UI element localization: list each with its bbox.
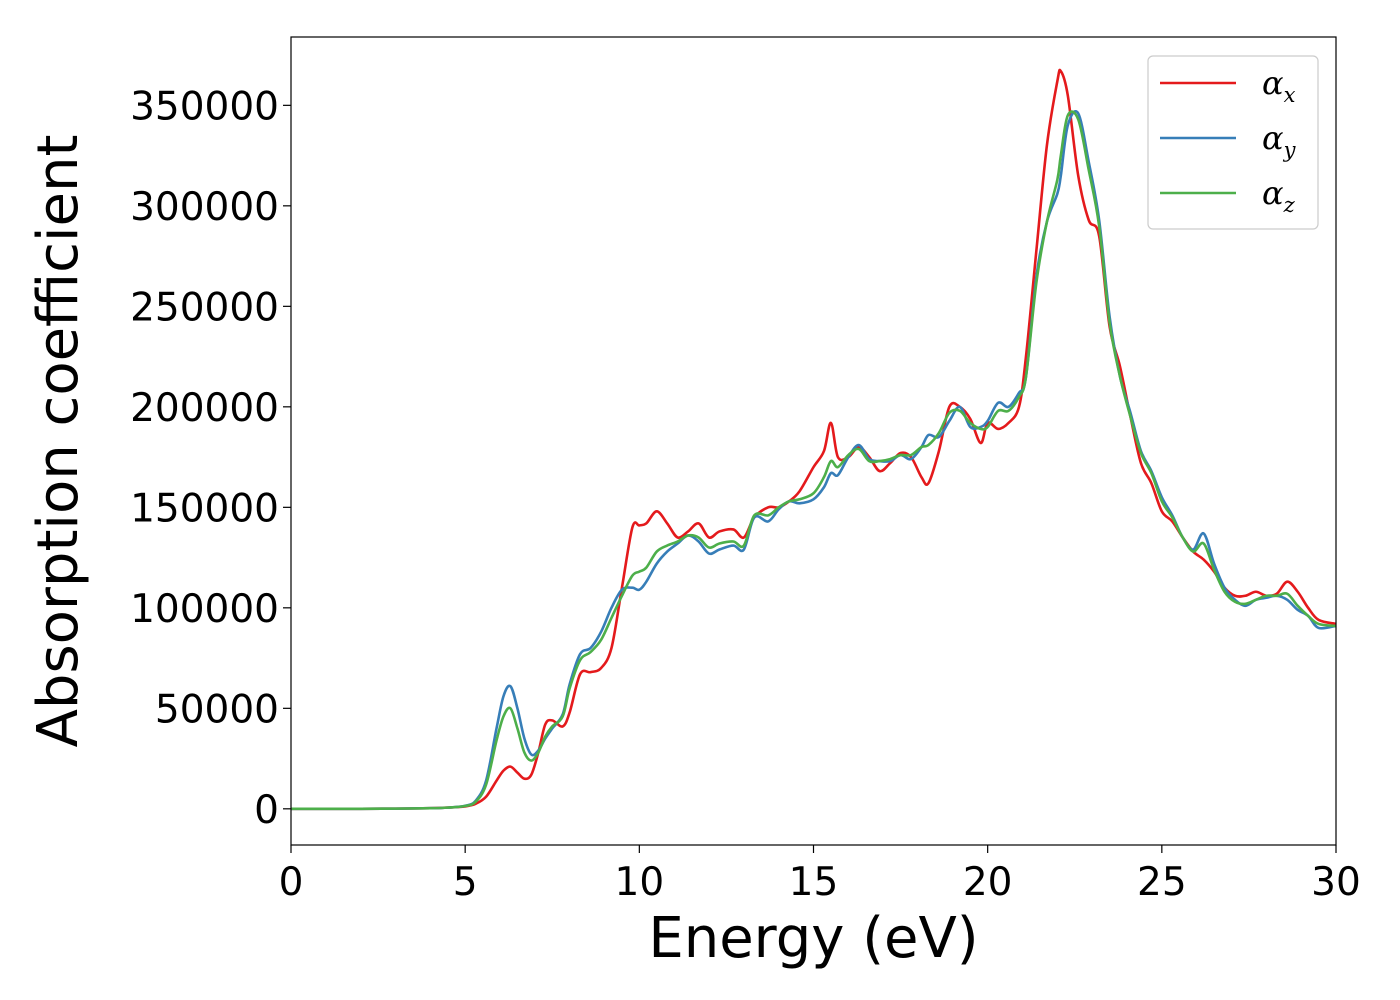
series-line-z (291, 110, 1337, 811)
y-axis-title: Absorption coefficient (26, 135, 91, 748)
legend-box (1147, 55, 1319, 230)
x-tick-label: 15 (789, 860, 839, 905)
x-tick-label: 30 (1311, 860, 1361, 905)
legend-label-z: αz (1262, 174, 1296, 217)
y-tick-label: 350000 (130, 84, 279, 129)
x-axis-title: Energy (eV) (648, 906, 978, 971)
y-tick-label: 200000 (130, 386, 279, 431)
x-axis-ticks: 0 5 10 15 20 25 30 (279, 845, 1361, 905)
x-tick-label: 10 (615, 860, 665, 905)
y-tick-label: 250000 (130, 285, 279, 330)
x-tick-label: 5 (453, 860, 478, 905)
y-tick-label: 100000 (130, 587, 279, 632)
y-tick-label: 0 (254, 788, 279, 833)
x-tick-label: 20 (963, 860, 1013, 905)
y-tick-label: 50000 (155, 687, 279, 732)
y-tick-label: 150000 (130, 486, 279, 531)
x-tick-label: 25 (1137, 860, 1187, 905)
series-layer (291, 68, 1337, 811)
x-tick-label: 0 (279, 860, 304, 905)
y-tick-label: 300000 (130, 185, 279, 230)
y-axis-ticks: 0 50000 100000 150000 200000 250000 300000 3500… (130, 84, 291, 833)
